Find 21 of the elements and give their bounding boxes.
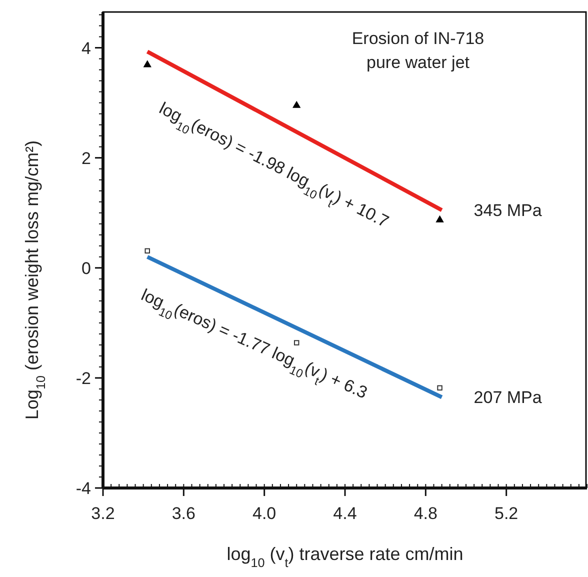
- x-tick-label: 3.2: [91, 504, 115, 523]
- point: [294, 340, 300, 346]
- x-tick-label: 4.0: [252, 504, 276, 523]
- y-tick-label: -2: [76, 368, 91, 388]
- point: [436, 216, 444, 222]
- series-label: 207 MPa: [474, 388, 542, 408]
- x-axis-title: log$_{10}$ (v$_{t}$) traverse rate cm/min: [226, 544, 464, 570]
- x-tick-label: 4.8: [414, 504, 438, 523]
- y-tick-label: 2: [82, 148, 91, 168]
- point: [292, 101, 300, 108]
- text: Erosion of IN-718 pure water jet: [352, 29, 484, 72]
- point: [144, 248, 150, 254]
- x-tick-label: 5.2: [494, 504, 518, 523]
- point: [437, 385, 442, 390]
- y-tick-label: -4: [76, 479, 91, 498]
- x-tick-label: 4.4: [333, 504, 357, 523]
- y-tick-label: 0: [82, 258, 91, 278]
- series-label: 345 MPa: [474, 201, 542, 220]
- y-tick-label: 4: [82, 38, 91, 58]
- point: [144, 60, 152, 68]
- x-tick-label: 3.6: [172, 504, 196, 523]
